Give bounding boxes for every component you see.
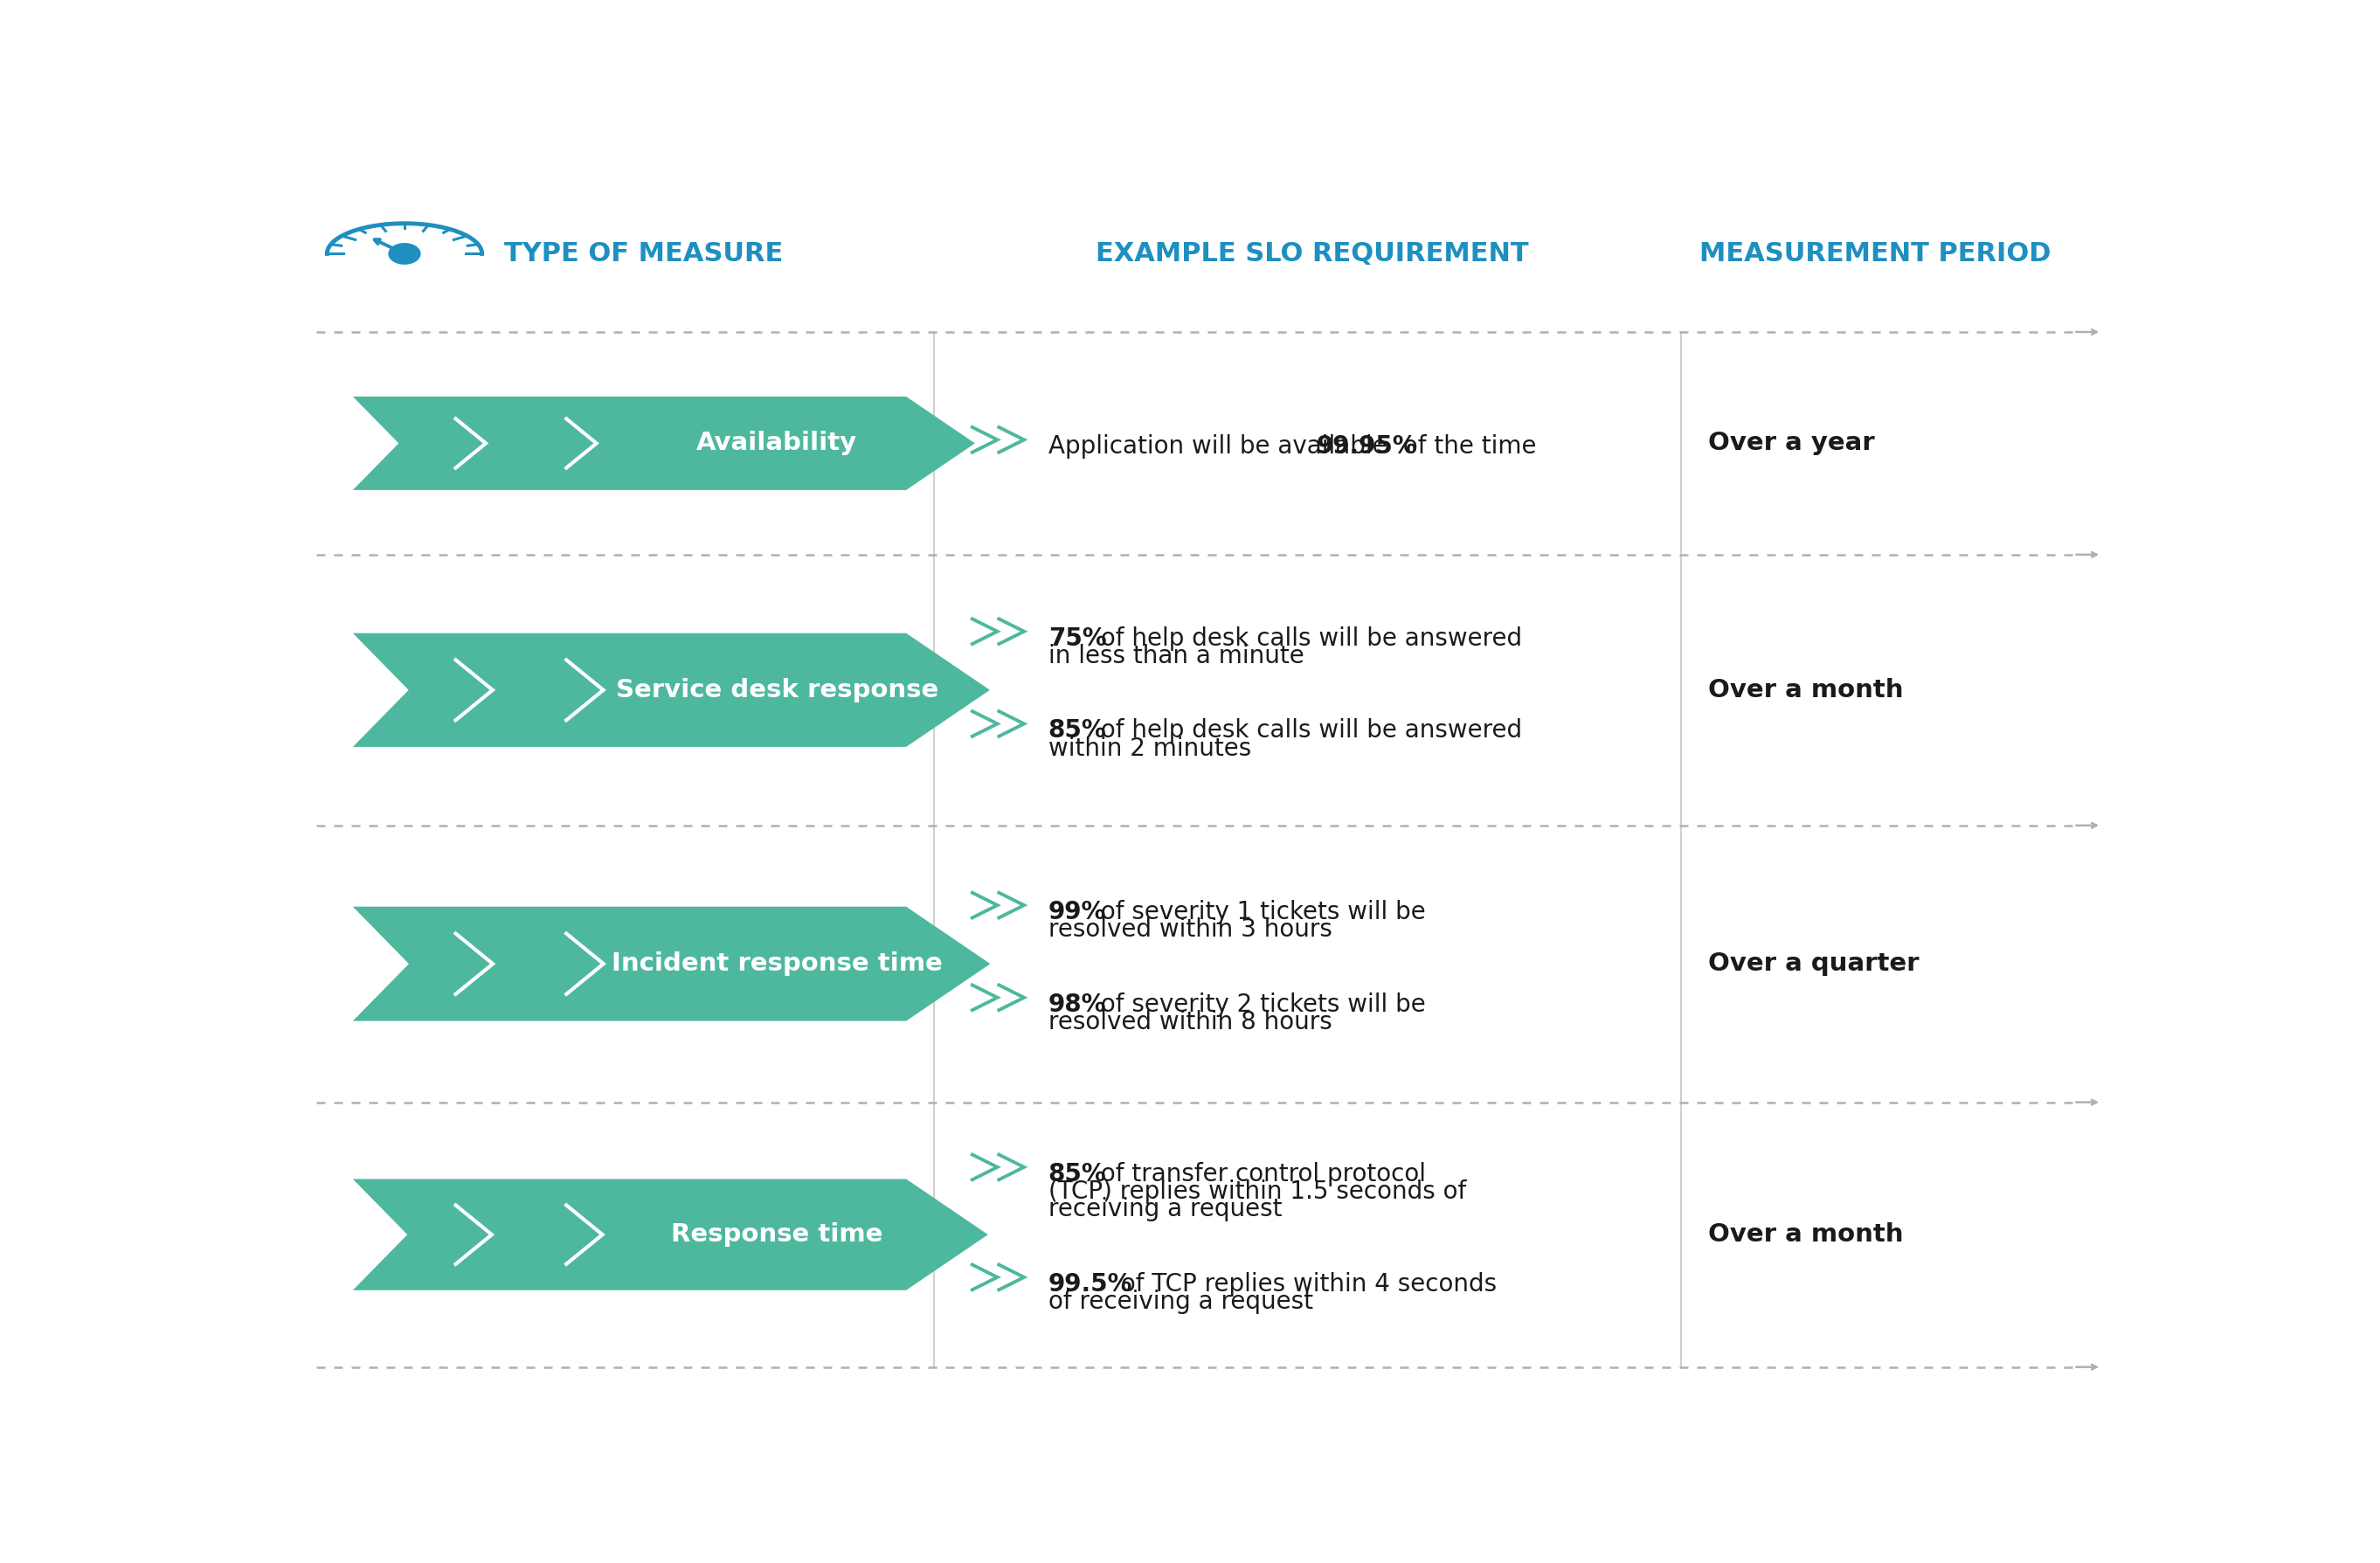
Circle shape [388, 244, 421, 264]
Text: (TCP) replies within 1.5 seconds of: (TCP) replies within 1.5 seconds of [1047, 1180, 1466, 1204]
Text: of help desk calls will be answered: of help desk calls will be answered [1092, 627, 1523, 650]
Text: of the time: of the time [1395, 435, 1535, 460]
Text: 98%: 98% [1047, 993, 1107, 1016]
Text: resolved within 8 hours: resolved within 8 hours [1047, 1010, 1333, 1035]
Text: Incident response time: Incident response time [612, 952, 942, 975]
Text: of transfer control protocol: of transfer control protocol [1092, 1161, 1426, 1186]
Text: 75%: 75% [1047, 627, 1107, 650]
Text: MEASUREMENT PERIOD: MEASUREMENT PERIOD [1699, 241, 2052, 266]
Polygon shape [352, 633, 990, 747]
Text: Response time: Response time [671, 1222, 883, 1247]
Text: Over a month: Over a month [1709, 1222, 1904, 1247]
Text: 85%: 85% [1047, 719, 1107, 742]
Text: Over a year: Over a year [1709, 431, 1875, 455]
Text: Over a month: Over a month [1709, 678, 1904, 702]
Text: 99.95%: 99.95% [1316, 435, 1418, 460]
Text: 99.5%: 99.5% [1047, 1272, 1133, 1296]
Text: Service desk response: Service desk response [616, 678, 938, 702]
Polygon shape [352, 1179, 988, 1289]
Text: in less than a minute: in less than a minute [1047, 644, 1304, 669]
Text: of help desk calls will be answered: of help desk calls will be answered [1092, 719, 1523, 742]
Text: TYPE OF MEASURE: TYPE OF MEASURE [505, 241, 783, 266]
Text: 85%: 85% [1047, 1161, 1107, 1186]
Text: of severity 1 tickets will be: of severity 1 tickets will be [1092, 900, 1426, 924]
Text: of TCP replies within 4 seconds: of TCP replies within 4 seconds [1114, 1272, 1497, 1296]
Text: EXAMPLE SLO REQUIREMENT: EXAMPLE SLO REQUIREMENT [1095, 241, 1528, 266]
Text: of receiving a request: of receiving a request [1047, 1289, 1314, 1314]
Text: within 2 minutes: within 2 minutes [1047, 736, 1252, 761]
Text: Availability: Availability [697, 431, 857, 455]
Text: of severity 2 tickets will be: of severity 2 tickets will be [1092, 993, 1426, 1016]
Text: Application will be available: Application will be available [1047, 435, 1395, 460]
Polygon shape [352, 907, 990, 1021]
Polygon shape [352, 397, 976, 491]
Text: resolved within 3 hours: resolved within 3 hours [1047, 917, 1333, 942]
Text: 99%: 99% [1047, 900, 1107, 924]
Text: receiving a request: receiving a request [1047, 1197, 1283, 1222]
Text: Over a quarter: Over a quarter [1709, 952, 1921, 975]
